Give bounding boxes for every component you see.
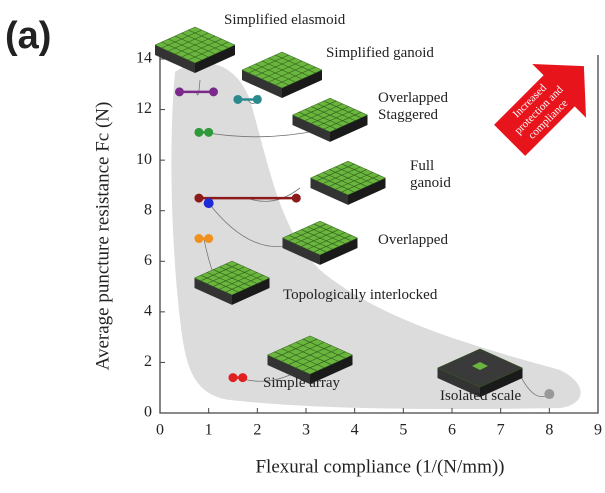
error-cap xyxy=(238,373,248,383)
error-cap xyxy=(194,234,204,244)
tile-side xyxy=(267,355,310,385)
y-tick-label: 4 xyxy=(144,303,152,320)
x-tick-label: 7 xyxy=(497,422,505,439)
series-label-box: Overlapped Staggered xyxy=(378,90,448,123)
x-tick-label: 3 xyxy=(302,422,310,439)
tile-side xyxy=(310,355,353,385)
tile-side xyxy=(320,238,358,265)
error-cap xyxy=(291,193,301,203)
x-tick-label: 2 xyxy=(253,422,261,439)
error-cap xyxy=(194,193,204,203)
series-label: Simplified elasmoid xyxy=(224,12,346,28)
leader-line xyxy=(247,187,301,202)
region xyxy=(171,62,581,410)
x-tick-label: 1 xyxy=(205,422,213,439)
tile-grid xyxy=(275,66,316,86)
error-cap xyxy=(194,127,204,137)
point xyxy=(203,198,214,209)
y-tick-label: 2 xyxy=(144,353,152,370)
series-label-box: Simplified elasmoid xyxy=(224,12,346,28)
tile-grid xyxy=(313,234,352,253)
tile-top xyxy=(472,362,488,370)
series-label: Isolated scale xyxy=(440,388,522,404)
tile-side xyxy=(310,178,348,205)
point xyxy=(544,389,555,400)
tile-grid xyxy=(341,174,380,193)
error-cap xyxy=(233,94,243,104)
error-cap xyxy=(209,87,219,97)
leader-line xyxy=(203,129,321,138)
tile-side xyxy=(330,115,368,142)
y-tick-label: 0 xyxy=(144,404,152,421)
series-label-box: Overlapped xyxy=(378,232,448,248)
y-axis-label: Average puncture resistance Fc (N) xyxy=(92,102,113,371)
y-tick-label: 6 xyxy=(144,252,152,269)
series-label-box: Simplified ganoid xyxy=(326,45,434,61)
tile-side xyxy=(282,238,320,265)
series-label-box: Full ganoid xyxy=(410,158,451,191)
series-label: Full ganoid xyxy=(410,158,451,191)
tile-side xyxy=(195,45,235,73)
axis-frame xyxy=(159,55,599,414)
y-tick-label: 14 xyxy=(136,50,152,67)
tile-side xyxy=(232,278,270,305)
tile-side xyxy=(348,178,386,205)
x-tick-label: 8 xyxy=(545,422,553,439)
x-tick-label: 6 xyxy=(448,422,456,439)
error-cap xyxy=(204,234,214,244)
error-cap xyxy=(174,87,184,97)
series-label: Overlapped Staggered xyxy=(378,90,448,123)
leader-line xyxy=(208,202,291,247)
tile-grid xyxy=(225,274,264,293)
series-label-box: Topologically interlocked xyxy=(283,287,438,303)
x-tick-label: 5 xyxy=(399,422,407,439)
tile-side xyxy=(155,45,195,73)
x-axis-label: Flexural compliance (1/(N/mm)) xyxy=(255,456,504,477)
tile-side xyxy=(480,368,523,398)
leader-line xyxy=(196,79,201,96)
series-label: Simplified ganoid xyxy=(326,45,434,61)
tile-side xyxy=(437,368,480,398)
series-label-box: Simple array xyxy=(263,375,341,391)
tile-grid xyxy=(302,351,346,372)
x-tick-label: 9 xyxy=(594,422,602,439)
y-tick-label: 12 xyxy=(136,100,152,117)
y-tick-label: 8 xyxy=(144,201,152,218)
tile-grid xyxy=(323,111,362,130)
tile-side xyxy=(242,70,282,98)
panel-label: (a) xyxy=(5,15,51,57)
x-tick-label: 0 xyxy=(156,422,164,439)
tile-grid xyxy=(188,41,229,61)
tile-side xyxy=(282,70,322,98)
series-label: Simple array xyxy=(263,375,341,391)
series-label: Overlapped xyxy=(378,232,448,248)
tile-side xyxy=(194,278,232,305)
x-tick-label: 4 xyxy=(351,422,359,439)
error-cap xyxy=(228,373,238,383)
error-cap xyxy=(252,94,262,104)
series-label-box: Isolated scale xyxy=(440,388,522,404)
tile-side xyxy=(292,115,330,142)
y-tick-label: 10 xyxy=(136,151,152,168)
error-cap xyxy=(204,127,214,137)
series-label: Topologically interlocked xyxy=(283,287,438,303)
